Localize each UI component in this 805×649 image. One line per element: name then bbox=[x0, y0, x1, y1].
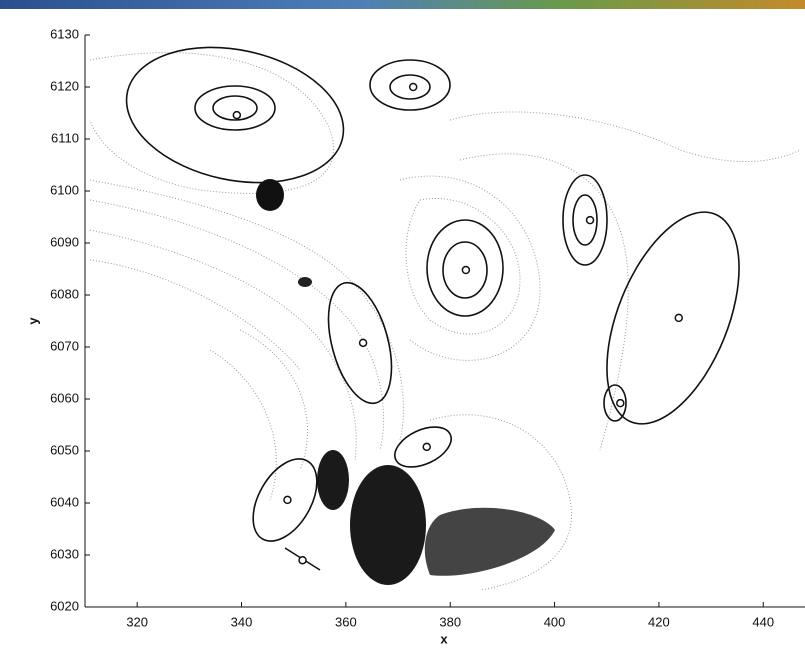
y-tick-label: 6110 bbox=[51, 130, 79, 145]
x-tick-label: 320 bbox=[126, 614, 148, 629]
eddy-center bbox=[284, 496, 291, 503]
x-tick-label: 420 bbox=[648, 614, 670, 629]
x-tick-label: 400 bbox=[544, 614, 566, 629]
x-tick-label: 360 bbox=[335, 614, 357, 629]
eddy-center bbox=[617, 400, 624, 407]
eddy-center bbox=[675, 314, 682, 321]
y-tick-label: 6080 bbox=[50, 286, 79, 301]
eddy-ellipses bbox=[114, 29, 766, 570]
eddy-center bbox=[587, 217, 594, 224]
y-tick-label: 6050 bbox=[50, 442, 79, 457]
x-tick-label: 340 bbox=[231, 614, 253, 629]
y-tick-label: 6020 bbox=[50, 598, 79, 613]
chart: x y 320 340 360 380 400 420 440 6020 6030 6040 605… bbox=[0, 0, 805, 649]
streamlines bbox=[90, 53, 800, 590]
eddy-center bbox=[423, 443, 430, 450]
y-tick-label: 6090 bbox=[50, 234, 79, 249]
x-axis-label: x bbox=[440, 631, 448, 646]
y-tick-label: 6040 bbox=[50, 494, 79, 509]
eddy-center bbox=[410, 84, 417, 91]
eddy-center bbox=[360, 339, 367, 346]
eddy-center bbox=[462, 267, 469, 274]
y-tick-label: 6130 bbox=[50, 26, 79, 41]
page: x y 320 340 360 380 400 420 440 6020 6030 6040 605… bbox=[0, 0, 805, 649]
y-axis-label: y bbox=[25, 317, 40, 325]
x-tick-label: 440 bbox=[752, 614, 774, 629]
eddy-center bbox=[299, 557, 306, 564]
y-tick-label: 6100 bbox=[50, 182, 79, 197]
y-tick-label: 6070 bbox=[50, 338, 79, 353]
x-tick-label: 380 bbox=[439, 614, 461, 629]
eddy-center bbox=[233, 112, 240, 119]
y-tick-label: 6060 bbox=[50, 390, 79, 405]
y-tick-label: 6120 bbox=[50, 78, 79, 93]
y-tick-label: 6030 bbox=[50, 546, 79, 561]
